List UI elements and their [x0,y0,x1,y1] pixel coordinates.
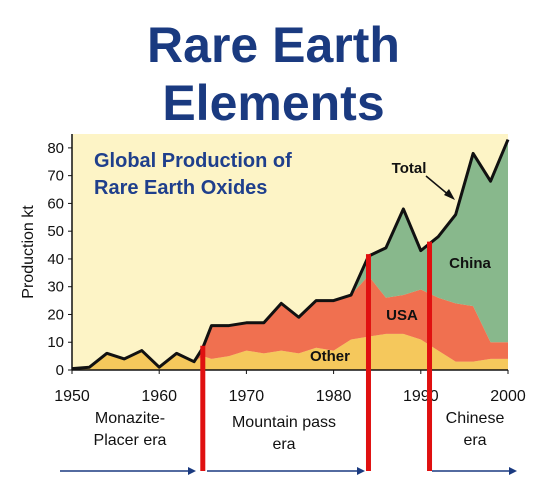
era-label-monazite: Monazite- Placer era [64,408,196,452]
label-usa: USA [386,307,418,324]
era-label-line: Monazite- [94,410,166,427]
era-label-line: era [463,432,487,449]
era-label-mountain-pass: Mountain pass era [212,412,356,456]
era-arrow-head [188,467,196,475]
chart-title-line: Global Production of [94,150,292,172]
y-tick-label: 50 [47,223,64,240]
total-line [71,138,510,371]
y-axis-label: Production kt [20,205,37,299]
area-usa [72,275,508,369]
y-tick-label: 60 [47,195,64,212]
x-tick-label: 2000 [490,388,526,405]
era-arrow-head [509,467,517,475]
y-tick-label: 80 [47,140,64,157]
label-total: Total [392,160,427,177]
y-tick-label: 0 [56,362,64,379]
x-tick-label: 1970 [229,388,265,405]
x-tick-label: 1990 [403,388,439,405]
era-label-line: era [272,436,296,453]
headline-line-1: Rare Earth [147,17,400,73]
y-tick-label: 40 [47,251,64,268]
y-tick-label: 70 [47,168,64,185]
era-label-line: Mountain pass [231,414,337,431]
era-label-chinese: Chinese era [430,408,520,452]
x-tick-label: 1960 [141,388,177,405]
x-tick-label: 1950 [54,388,90,405]
y-tick-label: 10 [47,334,64,351]
era-label-line: Chinese [445,410,505,427]
y-tick-label: 30 [47,279,64,296]
y-tick-label: 20 [47,306,64,323]
label-china: China [449,255,491,272]
x-tick-label: 1980 [316,388,352,405]
total-pointer-head [444,189,455,200]
chart-title-line: Rare Earth Oxides [94,177,267,199]
headline-line-2: Elements [162,75,385,131]
area-china [72,139,508,369]
era-arrow-head [357,467,365,475]
era-label-line: Placer era [93,432,167,449]
label-other: Other [310,348,350,365]
